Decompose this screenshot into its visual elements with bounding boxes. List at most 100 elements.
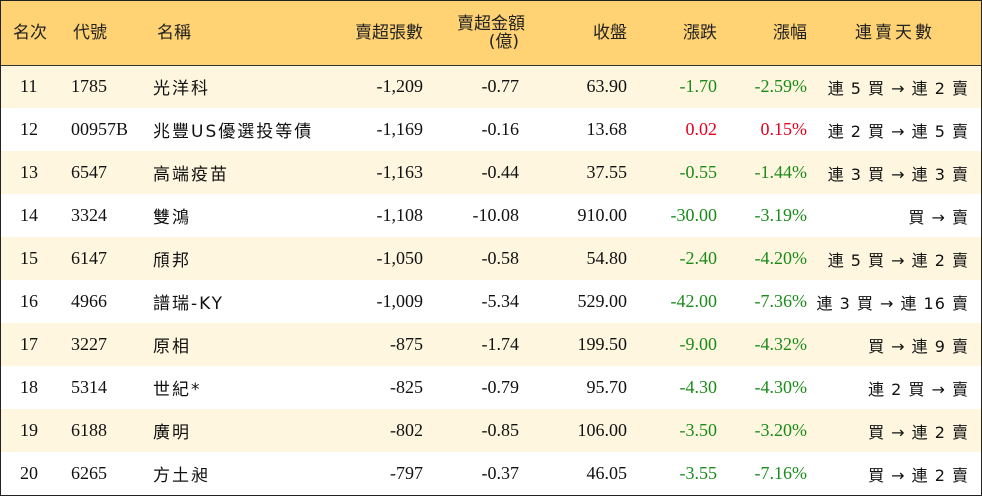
cell-close: 199.50: [577, 334, 628, 354]
stock-name-link[interactable]: 世紀*: [153, 380, 202, 400]
cell-net-sell-shares: -1,108: [376, 205, 424, 225]
cell-net-sell-shares: -875: [390, 334, 423, 354]
cell-change: -0.55: [679, 162, 718, 182]
cell-change: -3.55: [679, 463, 718, 483]
cell-streak: 連 2 買 → 賣: [868, 379, 969, 399]
stock-name-link[interactable]: 譜瑞-KY: [153, 294, 225, 314]
cell-code: 6547: [71, 162, 107, 182]
header-code[interactable]: 代號: [61, 1, 145, 66]
cell-code: 3227: [71, 334, 107, 354]
cell-streak: 買 → 賣: [908, 207, 969, 227]
cell-net-sell-amount: -0.85: [481, 420, 520, 440]
cell-name[interactable]: 廣明: [145, 409, 335, 452]
cell-name[interactable]: 譜瑞-KY: [145, 280, 335, 323]
cell-change-pct: -7.16%: [754, 463, 808, 483]
table-body: 11 1785 光洋科 -1,209 -0.77 63.90 -1.70 -2.…: [1, 65, 981, 495]
cell-streak: 買 → 連 2 賣: [868, 465, 969, 485]
table-header-row: 名次 代號 名稱 賣超張數 賣超金額 (億) 收盤 漲跌 漲幅 連賣天數: [1, 1, 981, 66]
cell-net-sell-shares: -797: [390, 463, 423, 483]
header-rank[interactable]: 名次: [1, 1, 61, 66]
cell-net-sell-shares: -1,209: [376, 76, 424, 97]
cell-name[interactable]: 光洋科: [145, 65, 335, 108]
header-change[interactable]: 漲跌: [629, 1, 719, 66]
cell-code: 6265: [71, 463, 107, 483]
cell-code: 3324: [71, 205, 107, 225]
cell-close: 63.90: [586, 76, 628, 97]
table-row[interactable]: 18 5314 世紀* -825 -0.79 95.70 -4.30 -4.30…: [1, 366, 981, 409]
cell-close: 37.55: [586, 162, 628, 182]
header-close[interactable]: 收盤: [539, 1, 629, 66]
cell-net-sell-shares: -1,050: [376, 248, 424, 268]
cell-rank: 19: [20, 420, 38, 440]
cell-close: 106.00: [577, 420, 628, 440]
stock-name-link[interactable]: 兆豐US優選投等債: [153, 122, 314, 142]
cell-name[interactable]: 頎邦: [145, 237, 335, 280]
cell-net-sell-shares: -1,163: [376, 162, 424, 182]
stock-name-link[interactable]: 原相: [153, 337, 191, 357]
cell-name[interactable]: 方土昶: [145, 452, 335, 495]
header-name[interactable]: 名稱: [145, 1, 335, 66]
cell-streak: 連 5 買 → 連 2 賣: [827, 78, 969, 98]
cell-streak: 連 2 買 → 連 5 賣: [827, 121, 969, 141]
cell-change-pct: -7.36%: [754, 291, 808, 311]
cell-code: 6147: [71, 248, 107, 268]
table-row[interactable]: 19 6188 廣明 -802 -0.85 106.00 -3.50 -3.20…: [1, 409, 981, 452]
header-net-sell-amount-line2: (億): [488, 31, 519, 52]
cell-close: 910.00: [577, 205, 628, 225]
cell-change-pct: -2.59%: [754, 76, 808, 97]
header-net-sell-shares[interactable]: 賣超張數: [335, 1, 425, 66]
cell-change-pct: -3.19%: [754, 205, 808, 225]
cell-change-pct: -3.20%: [754, 420, 808, 440]
stock-name-link[interactable]: 光洋科: [153, 79, 210, 100]
cell-close: 54.80: [586, 248, 628, 268]
cell-rank: 16: [20, 291, 38, 311]
table-row[interactable]: 15 6147 頎邦 -1,050 -0.58 54.80 -2.40 -4.2…: [1, 237, 981, 280]
stock-name-link[interactable]: 高端疫苗: [153, 165, 229, 185]
cell-change: -2.40: [679, 248, 718, 268]
cell-name[interactable]: 高端疫苗: [145, 151, 335, 194]
stock-name-link[interactable]: 雙鴻: [153, 208, 191, 228]
cell-code: 5314: [71, 377, 107, 397]
header-net-sell-amount-line1: 賣超金額: [457, 13, 525, 34]
cell-net-sell-shares: -825: [390, 377, 423, 397]
cell-rank: 15: [20, 248, 38, 268]
cell-change-pct: -1.44%: [754, 162, 808, 182]
header-net-sell-amount[interactable]: 賣超金額 (億): [425, 1, 539, 66]
header-streak[interactable]: 連賣天數: [809, 1, 981, 66]
table-row[interactable]: 14 3324 雙鴻 -1,108 -10.08 910.00 -30.00 -…: [1, 194, 981, 237]
cell-change: -1.70: [679, 76, 718, 97]
table-row[interactable]: 17 3227 原相 -875 -1.74 199.50 -9.00 -4.32…: [1, 323, 981, 366]
cell-net-sell-amount: -0.37: [481, 463, 520, 483]
cell-code: 4966: [71, 291, 107, 311]
table-row[interactable]: 13 6547 高端疫苗 -1,163 -0.44 37.55 -0.55 -1…: [1, 151, 981, 194]
cell-name[interactable]: 雙鴻: [145, 194, 335, 237]
cell-name[interactable]: 原相: [145, 323, 335, 366]
cell-change: -3.50: [679, 420, 718, 440]
cell-name[interactable]: 世紀*: [145, 366, 335, 409]
table-row[interactable]: 11 1785 光洋科 -1,209 -0.77 63.90 -1.70 -2.…: [1, 65, 981, 108]
stock-name-link[interactable]: 廣明: [153, 423, 191, 443]
cell-change: -30.00: [670, 205, 718, 225]
header-change-pct[interactable]: 漲幅: [719, 1, 809, 66]
cell-close: 46.05: [586, 463, 628, 483]
cell-change-pct: 0.15%: [760, 119, 808, 139]
cell-change-pct: -4.30%: [754, 377, 808, 397]
cell-net-sell-amount: -0.79: [481, 377, 520, 397]
cell-change: -4.30: [679, 377, 718, 397]
table-row[interactable]: 12 00957B 兆豐US優選投等債 -1,169 -0.16 13.68 0…: [1, 108, 981, 151]
stock-name-link[interactable]: 方土昶: [153, 466, 210, 486]
cell-rank: 11: [20, 76, 38, 97]
cell-streak: 連 3 買 → 連 3 賣: [827, 164, 969, 184]
stock-name-link[interactable]: 頎邦: [153, 251, 191, 271]
cell-net-sell-amount: -1.74: [481, 334, 520, 354]
cell-net-sell-amount: -0.44: [481, 162, 520, 182]
cell-name[interactable]: 兆豐US優選投等債: [145, 108, 335, 151]
table-row[interactable]: 20 6265 方土昶 -797 -0.37 46.05 -3.55 -7.16…: [1, 452, 981, 495]
table-row[interactable]: 16 4966 譜瑞-KY -1,009 -5.34 529.00 -42.00…: [1, 280, 981, 323]
cell-rank: 13: [20, 162, 38, 182]
cell-streak: 連 3 買 → 連 16 賣: [816, 293, 969, 313]
cell-rank: 14: [20, 205, 38, 225]
cell-change: -9.00: [679, 334, 718, 354]
cell-net-sell-amount: -5.34: [481, 291, 520, 311]
